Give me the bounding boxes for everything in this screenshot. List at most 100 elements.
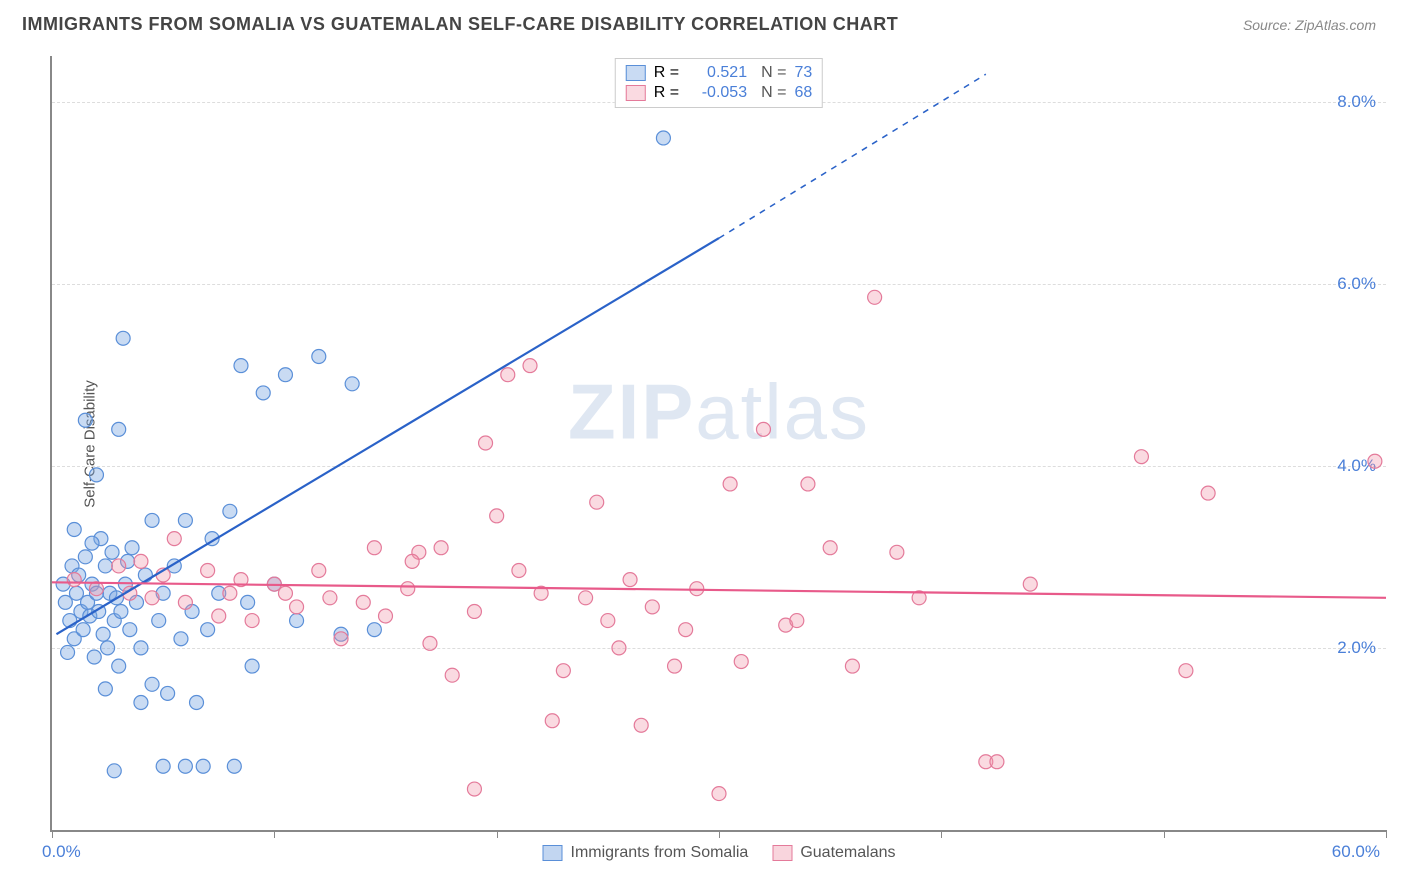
scatter-svg [52, 56, 1386, 830]
data-point [501, 368, 515, 382]
data-point [590, 495, 604, 509]
data-point [174, 632, 188, 646]
series-legend: Immigrants from Somalia Guatemalans [543, 844, 896, 862]
data-point [1023, 577, 1037, 591]
data-point [756, 422, 770, 436]
data-point [645, 600, 659, 614]
data-point [790, 614, 804, 628]
legend-item: Immigrants from Somalia [543, 844, 749, 862]
data-point [1179, 664, 1193, 678]
data-point [98, 559, 112, 573]
data-point [112, 559, 126, 573]
x-tick [52, 830, 53, 838]
data-point [423, 636, 437, 650]
source-attribution: Source: ZipAtlas.com [1243, 17, 1376, 33]
data-point [125, 541, 139, 555]
legend-label: Guatemalans [800, 844, 895, 862]
n-value: 73 [794, 64, 812, 82]
data-point [545, 714, 559, 728]
data-point [190, 696, 204, 710]
correlation-chart: Self-Care Disability ZIPatlas 2.0%4.0%6.… [50, 56, 1386, 832]
data-point [89, 468, 103, 482]
legend-row: R =-0.053N =68 [626, 83, 812, 103]
plot-area: ZIPatlas 2.0%4.0%6.0%8.0% R =0.521N =73R… [50, 56, 1386, 832]
data-point [116, 331, 130, 345]
data-point [245, 614, 259, 628]
data-point [623, 573, 637, 587]
r-value: 0.521 [687, 64, 747, 82]
data-point [345, 377, 359, 391]
data-point [76, 623, 90, 637]
data-point [107, 764, 121, 778]
data-point [868, 290, 882, 304]
data-point [145, 513, 159, 527]
data-point [467, 604, 481, 618]
data-point [241, 595, 255, 609]
data-point [1201, 486, 1215, 500]
x-axis-max-label: 60.0% [1332, 842, 1380, 862]
x-tick [941, 830, 942, 838]
data-point [98, 682, 112, 696]
data-point [556, 664, 570, 678]
data-point [201, 564, 215, 578]
data-point [434, 541, 448, 555]
legend-item: Guatemalans [772, 844, 895, 862]
data-point [161, 686, 175, 700]
r-label: R = [654, 84, 679, 102]
data-point [61, 645, 75, 659]
data-point [401, 582, 415, 596]
data-point [256, 386, 270, 400]
n-label: N = [761, 64, 786, 82]
data-point [890, 545, 904, 559]
data-point [114, 604, 128, 618]
r-value: -0.053 [687, 84, 747, 102]
data-point [405, 554, 419, 568]
data-point [801, 477, 815, 491]
data-point [845, 659, 859, 673]
x-axis-min-label: 0.0% [42, 842, 81, 862]
r-label: R = [654, 64, 679, 82]
data-point [134, 641, 148, 655]
data-point [367, 541, 381, 555]
data-point [1134, 450, 1148, 464]
data-point [367, 623, 381, 637]
data-point [356, 595, 370, 609]
legend-swatch [543, 845, 563, 861]
data-point [523, 359, 537, 373]
x-tick [497, 830, 498, 838]
data-point [612, 641, 626, 655]
data-point [290, 614, 304, 628]
data-point [112, 422, 126, 436]
data-point [445, 668, 459, 682]
data-point [145, 591, 159, 605]
data-point [601, 614, 615, 628]
data-point [467, 782, 481, 796]
data-point [312, 564, 326, 578]
data-point [323, 591, 337, 605]
data-point [223, 504, 237, 518]
data-point [85, 536, 99, 550]
data-point [178, 595, 192, 609]
data-point [152, 614, 166, 628]
x-tick [1386, 830, 1387, 838]
data-point [201, 623, 215, 637]
data-point [245, 659, 259, 673]
data-point [223, 586, 237, 600]
data-point [234, 359, 248, 373]
data-point [87, 650, 101, 664]
data-point [67, 573, 81, 587]
data-point [227, 759, 241, 773]
n-label: N = [761, 84, 786, 102]
data-point [490, 509, 504, 523]
data-point [178, 513, 192, 527]
data-point [512, 564, 526, 578]
legend-swatch [772, 845, 792, 861]
data-point [634, 718, 648, 732]
data-point [379, 609, 393, 623]
data-point [990, 755, 1004, 769]
x-tick [274, 830, 275, 838]
data-point [278, 586, 292, 600]
data-point [67, 523, 81, 537]
data-point [96, 627, 110, 641]
data-point [167, 532, 181, 546]
